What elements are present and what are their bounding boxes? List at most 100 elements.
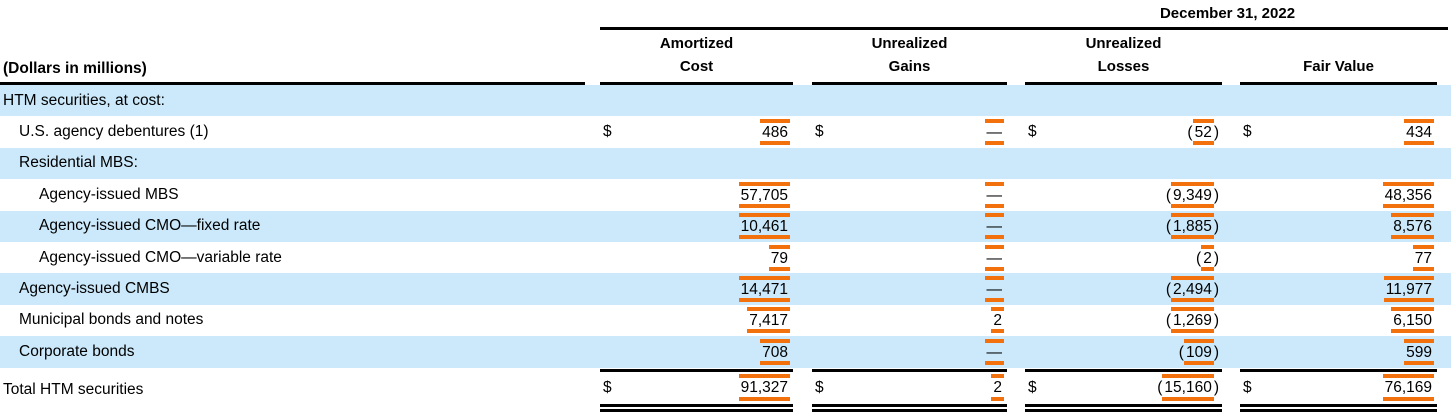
cell-value: — — [984, 276, 1004, 303]
column-header-unrealized-losses: Unrealized Losses — [1025, 30, 1222, 85]
amount-cell: — — [812, 181, 1007, 208]
column-header-amortized-cost: Amortized Cost — [600, 30, 793, 85]
amount-cell: $ — — [812, 119, 1007, 146]
open-paren: ( — [1165, 218, 1172, 236]
highlighted-value: 708 — [760, 338, 790, 365]
amount-cell: 2 — [812, 307, 1007, 334]
open-paren: ( — [1165, 186, 1172, 204]
close-paren: ) — [1213, 343, 1219, 361]
amount-cell: $ (52) — [1025, 119, 1222, 146]
cell-value: 6,150 — [1391, 307, 1434, 334]
currency-symbol: $ — [603, 378, 612, 396]
open-paren: ( — [1196, 249, 1202, 267]
highlighted-value: 14,471 — [738, 276, 790, 303]
currency-symbol: $ — [603, 123, 612, 141]
amount-cell: (2) — [1025, 244, 1222, 271]
double-underline — [600, 403, 793, 412]
close-paren: ) — [1213, 312, 1219, 330]
double-underline — [1025, 403, 1222, 412]
table-row: Agency-issued MBS 57,705 — (9,349) 48,356 — [0, 179, 1451, 210]
table-row: HTM securities, at cost: — [0, 85, 1451, 117]
column-header-fair-value: Fair Value — [1240, 30, 1437, 85]
cell-value: (2) — [1196, 244, 1219, 271]
close-paren: ) — [1213, 186, 1219, 204]
period-header: December 31, 2022 — [1159, 5, 1296, 22]
highlighted-value: — — [984, 338, 1004, 365]
highlighted-value: 48,356 — [1382, 181, 1434, 208]
highlighted-value: 52 — [1192, 119, 1214, 146]
currency-symbol: $ — [1028, 123, 1037, 141]
dollars-in-millions-label: (Dollars in millions) — [0, 30, 585, 85]
amount-cell: (1,269) — [1025, 307, 1222, 334]
amount-cell: — — [812, 213, 1007, 240]
highlighted-value: 8,576 — [1391, 213, 1434, 240]
cell-value: 8,576 — [1391, 213, 1434, 240]
row-label: Corporate bonds — [19, 342, 135, 360]
cell-value: (1,269) — [1166, 307, 1219, 334]
amount-cell: 57,705 — [600, 181, 793, 208]
amount-cell: (2,494) — [1025, 276, 1222, 303]
amount-cell: (109) — [1025, 338, 1222, 365]
amount-cell: 77 — [1240, 244, 1437, 271]
cell-value: — — [984, 213, 1004, 240]
highlighted-value: 91,327 — [738, 374, 790, 401]
header-line: Fair Value — [1303, 58, 1374, 76]
open-paren: ( — [1187, 124, 1193, 142]
cell-value: (52) — [1187, 119, 1219, 146]
highlighted-value: 2 — [991, 374, 1004, 401]
highlighted-value: 1,269 — [1171, 307, 1214, 334]
cell-value: — — [984, 338, 1004, 365]
amount-cell: 599 — [1240, 338, 1437, 365]
total-amount-inner: $2 — [812, 372, 1007, 404]
highlighted-value: 77 — [1412, 244, 1434, 271]
amount-cell: 79 — [600, 244, 793, 271]
total-amount-cell: $91,327 — [600, 368, 793, 412]
header-line: Gains — [888, 58, 931, 76]
cell-value: 57,705 — [738, 181, 790, 208]
highlighted-value: — — [984, 119, 1004, 146]
total-label: Total HTM securities — [3, 380, 144, 398]
highlighted-value: — — [984, 181, 1004, 208]
table-row: Corporate bonds 708 — (109) 599 — [0, 336, 1451, 368]
highlighted-value: 599 — [1404, 338, 1434, 365]
period-header-rule: December 31, 2022 — [600, 0, 1448, 30]
highlighted-value: 79 — [768, 244, 790, 271]
cell-value: 2 — [991, 374, 1004, 401]
cell-value: (9,349) — [1165, 181, 1219, 208]
currency-symbol: $ — [815, 123, 824, 141]
header-line: Amortized — [659, 34, 734, 52]
amount-cell: 11,977 — [1240, 276, 1437, 303]
cell-value: 10,461 — [738, 213, 790, 240]
row-label: HTM securities, at cost: — [3, 91, 165, 109]
cell-value: 7,417 — [747, 307, 790, 334]
header-line: Unrealized — [1085, 34, 1162, 52]
row-label: Residential MBS: — [19, 154, 138, 172]
cell-value: — — [984, 181, 1004, 208]
currency-symbol: $ — [1243, 378, 1252, 396]
highlighted-value: 7,417 — [747, 307, 790, 334]
highlighted-value: 2 — [1201, 244, 1214, 271]
highlighted-value: 109 — [1183, 338, 1214, 365]
cell-value: — — [984, 244, 1004, 271]
highlighted-value: 57,705 — [738, 181, 790, 208]
cell-value: 11,977 — [1383, 276, 1434, 303]
highlighted-value: 486 — [760, 119, 790, 146]
amount-cell: 48,356 — [1240, 181, 1437, 208]
open-paren: ( — [1178, 343, 1184, 361]
highlighted-value: 10,461 — [738, 213, 790, 240]
currency-symbol: $ — [815, 378, 824, 396]
row-label: Agency-issued CMO—variable rate — [39, 248, 282, 266]
cell-value: 91,327 — [738, 374, 790, 401]
open-paren: ( — [1165, 281, 1172, 299]
amount-cell: (1,885) — [1025, 213, 1222, 240]
highlighted-value: 11,977 — [1383, 276, 1434, 303]
highlighted-value: 76,169 — [1382, 374, 1434, 401]
currency-symbol: $ — [1243, 123, 1252, 141]
row-label: Agency-issued MBS — [39, 185, 179, 203]
cell-value: (15,160) — [1157, 374, 1219, 401]
table-body: HTM securities, at cost: U.S. agency debe… — [0, 85, 1451, 368]
cell-value: 486 — [760, 119, 790, 146]
total-amount-cell: $76,169 — [1240, 368, 1437, 412]
period-header-group: December 31, 2022 — [0, 0, 1451, 30]
